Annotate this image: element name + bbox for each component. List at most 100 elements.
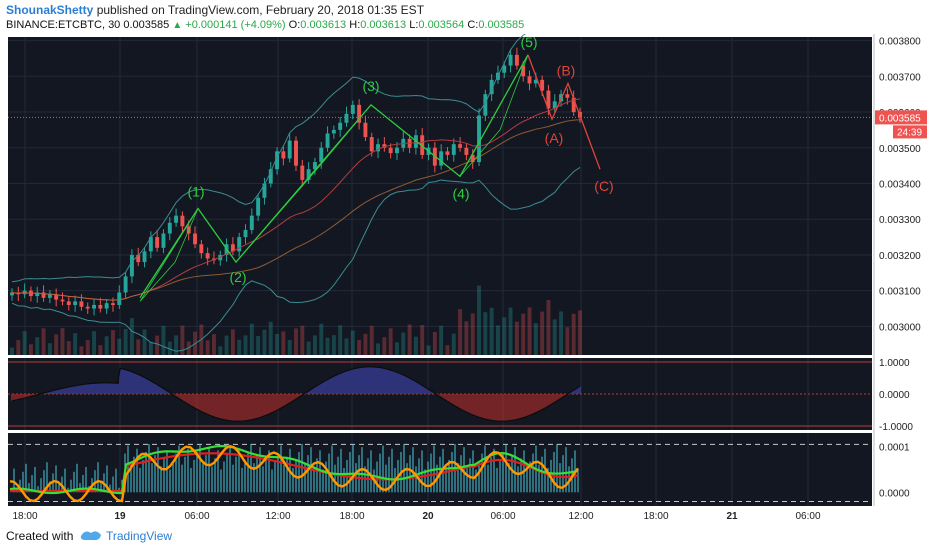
candle-body (508, 54, 513, 66)
price-tick-label: 0.003400 (879, 179, 921, 190)
close-value: 0.003585 (478, 19, 525, 31)
volume-bar (521, 313, 526, 355)
candle-body (376, 144, 381, 152)
volume-bar (211, 334, 216, 355)
volume-bar (60, 328, 65, 355)
countdown-label: 24:39 (897, 127, 922, 138)
volume-bar (312, 335, 317, 355)
current-price-label: 0.003585 (879, 113, 921, 124)
volume-bar (306, 341, 311, 355)
volume-bar (54, 334, 59, 355)
volume-bar (243, 335, 248, 355)
volume-bar (395, 342, 399, 355)
candle-body (565, 94, 570, 98)
volume-bar (28, 344, 33, 355)
candle-body (136, 254, 141, 263)
volume-bar (104, 336, 109, 355)
oscillator-histogram (11, 366, 581, 422)
candle-body (369, 137, 374, 152)
time-tick-label: 06:00 (184, 511, 209, 522)
volume-bar (552, 319, 557, 355)
candle-body (445, 151, 450, 155)
volume-bar (458, 309, 463, 355)
volume-bar (483, 312, 488, 355)
author-link[interactable]: ShounakShetty (6, 3, 94, 17)
volume-bar (148, 341, 153, 355)
wave-label: (3) (362, 78, 379, 94)
volume-bar (180, 325, 185, 355)
volume-bar (319, 323, 324, 355)
candle-body (180, 215, 185, 227)
candle-body (117, 292, 122, 305)
volume-bars (10, 285, 582, 355)
volume-bar (205, 340, 210, 355)
volume-bar (420, 325, 425, 355)
volume-bar (129, 318, 134, 355)
volume-bar (546, 300, 551, 355)
wave-5-triangle (459, 54, 529, 177)
wave-label: (5) (520, 34, 537, 50)
time-tick-label: 06:00 (795, 511, 820, 522)
volume-bar (16, 340, 21, 355)
time-tick-label: 06:00 (490, 511, 515, 522)
moving-average-line (11, 119, 581, 301)
candle-body (344, 113, 349, 123)
momentum-histogram (13, 443, 579, 493)
volume-bar (325, 337, 330, 355)
candle-body (300, 165, 305, 180)
volume-bar (527, 307, 532, 355)
candle-body (92, 304, 97, 309)
volume-bar (224, 335, 229, 355)
candle-body (319, 147, 324, 163)
candle-body (338, 122, 343, 130)
main-panel-bg (8, 37, 872, 355)
chart-area[interactable]: 0.0038000.0037000.0036000.0035000.003400… (0, 34, 932, 522)
volume-bar (477, 285, 481, 355)
candle-body (281, 151, 286, 159)
candle-body (167, 222, 172, 234)
candle-body (129, 254, 134, 277)
candle-body (325, 133, 330, 148)
candle-body (35, 292, 40, 297)
candle-body (47, 294, 52, 298)
price-tick-label: 0.003800 (879, 37, 921, 48)
volume-bar (41, 328, 46, 355)
tradingview-logo-icon (80, 531, 101, 541)
volume-bar (508, 307, 513, 355)
wave-3-triangle (235, 104, 372, 263)
candle-body (275, 151, 280, 170)
low-label: L: (409, 19, 419, 31)
volume-bar (123, 328, 128, 355)
up-arrow-icon: ▲ (172, 20, 183, 31)
candle-body (357, 104, 362, 123)
volume-bar (407, 324, 412, 355)
volume-bar (294, 328, 298, 355)
volume-bar (22, 331, 27, 355)
wave-label: (B) (557, 62, 576, 78)
candle-body (41, 292, 46, 298)
volume-bar (167, 341, 172, 355)
volume-bar (571, 313, 576, 355)
tradingview-link[interactable]: TradingView (106, 529, 173, 543)
volume-bar (66, 341, 71, 355)
momentum-slow-line (9, 444, 579, 503)
wave-label: (2) (229, 269, 246, 285)
volume-bar (388, 328, 393, 355)
volume-bar (35, 337, 40, 355)
bollinger-upper-band (11, 34, 527, 283)
candle-body (104, 303, 109, 309)
candle-body (395, 147, 399, 154)
candle-body (205, 253, 210, 259)
volume-bar (401, 332, 406, 355)
candle-body (199, 244, 204, 254)
volume-bar (350, 330, 355, 355)
volume-bar (413, 336, 418, 355)
candle-body (249, 215, 254, 230)
volume-bar (464, 321, 469, 355)
volume-bar (426, 345, 431, 355)
candle-body (262, 183, 267, 198)
candle-body (10, 292, 14, 296)
candle-body (483, 94, 488, 116)
candle-body (552, 101, 557, 109)
candle-body (458, 144, 463, 148)
